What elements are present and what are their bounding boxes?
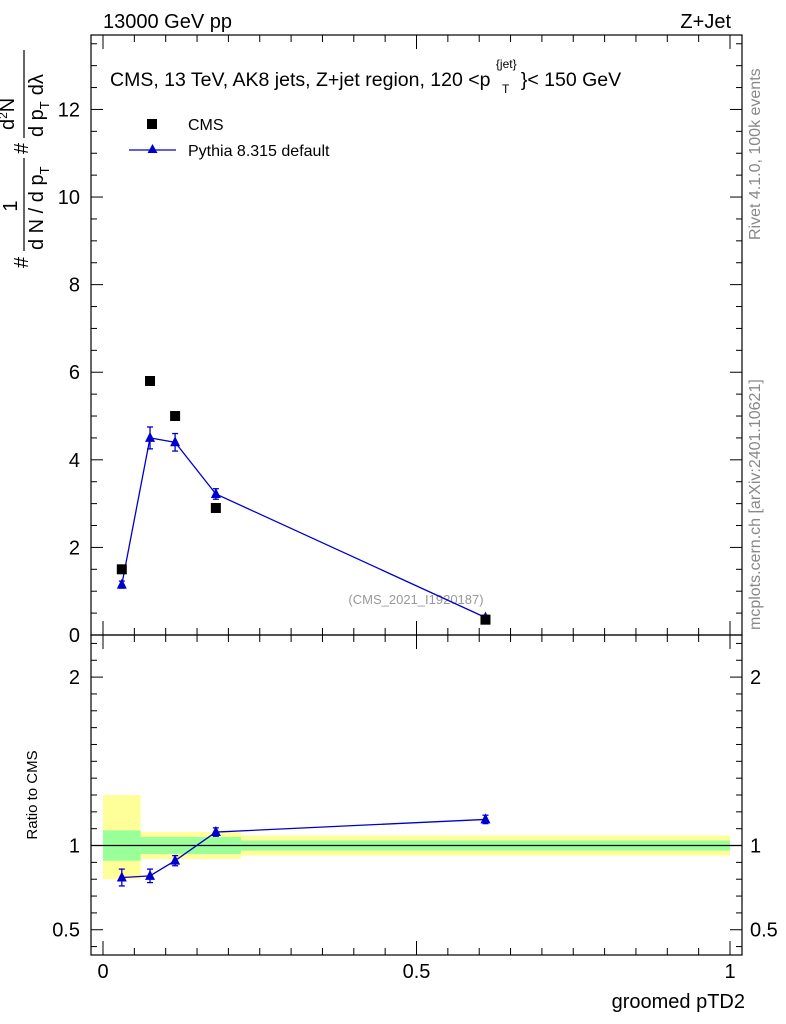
ratio-pythia-point <box>170 854 181 865</box>
main-title-sup: {jet} <box>496 57 517 71</box>
ylabel-d2n: d2N <box>0 98 19 130</box>
main-y-tick-label: 12 <box>58 99 80 121</box>
cms-point <box>116 564 127 575</box>
main-y-tick-label: 2 <box>69 537 80 559</box>
ylabel-dn-dpt: d N / d pT <box>26 166 52 250</box>
analysis-watermark: (CMS_2021_I1920187) <box>348 592 483 607</box>
pythia-point <box>170 436 181 447</box>
ratio-y-tick-label-right: 1 <box>750 836 761 858</box>
main-y-tick-label: 8 <box>69 275 80 297</box>
ratio-pythia-point <box>145 869 156 880</box>
main-y-tick-label: 6 <box>69 362 80 384</box>
main-data-layer <box>116 375 491 625</box>
main-title-tail: }< 150 GeV <box>521 69 621 91</box>
legend-cms-label: CMS <box>188 117 224 134</box>
x-tick-label: 0 <box>97 961 108 983</box>
ratio-axis-ticks <box>91 635 742 955</box>
cms-point <box>480 614 491 625</box>
main-axis-ticks <box>91 35 742 636</box>
legend-pythia-triangle-marker <box>147 144 158 153</box>
main-y-tick-label: 0 <box>69 625 80 647</box>
main-title-sub: T <box>502 82 510 96</box>
svg-text:CMS, 13 TeV, AK8 jets, Z+jet r: CMS, 13 TeV, AK8 jets, Z+jet region, 120… <box>110 51 621 98</box>
ratio-y-tick-labels: 0.5 1 2 <box>52 667 80 942</box>
ratio-pythia-point <box>210 826 221 837</box>
x-axis-label: groomed pTD2 <box>612 991 745 1013</box>
ratio-y-tick-label-right: 0.5 <box>750 920 778 942</box>
ylabel-dpt-dlambda: d pTdλ <box>26 74 52 137</box>
main-y-tick-labels: 0 2 4 6 8 10 12 <box>58 99 80 647</box>
ratio-uncertainty-bands <box>103 795 730 880</box>
ratio-y-tick-labels-right: 0.5 1 2 <box>750 667 778 942</box>
ratio-y-tick-label-right: 2 <box>750 667 761 689</box>
pythia-point <box>145 431 156 442</box>
legend-cms-square-marker <box>147 119 157 129</box>
header-energy-label: 13000 GeV pp <box>103 11 232 33</box>
legend: CMS Pythia 8.315 default <box>129 117 330 160</box>
ratio-y-tick-label-left: 1 <box>69 836 80 858</box>
ratio-pythia-point <box>116 871 127 882</box>
cms-point <box>170 411 181 422</box>
main-title: CMS, 13 TeV, AK8 jets, Z+jet region, 120… <box>110 51 621 98</box>
pythia-point <box>210 487 221 498</box>
main-y-axis-label: # 1 d N / d pT # d2N d pTdλ <box>0 50 52 268</box>
legend-pythia-label: Pythia 8.315 default <box>188 143 330 160</box>
ratio-pythia-point <box>480 813 491 824</box>
header-process-label: Z+Jet <box>680 11 731 33</box>
ratio-plot-frame <box>90 634 743 956</box>
ratio-x-tick-labels: 0 0.5 1 <box>97 961 735 983</box>
ratio-y-tick-label-left: 0.5 <box>52 920 80 942</box>
mcplots-url-label: mcplots.cern.ch [arXiv:2401.10621] <box>747 379 764 630</box>
legend-item-pythia: Pythia 8.315 default <box>129 143 330 160</box>
cms-point <box>210 502 221 513</box>
ylabel-one: 1 <box>0 200 22 211</box>
rivet-version-label: Rivet 4.1.0, 100k events <box>747 68 764 240</box>
pythia-line <box>121 437 486 619</box>
main-title-text: CMS, 13 TeV, AK8 jets, Z+jet region, 120… <box>110 69 491 91</box>
ratio-y-tick-label-left: 2 <box>69 667 80 689</box>
x-tick-label: 0.5 <box>403 961 431 983</box>
main-y-tick-label: 10 <box>58 187 80 209</box>
cms-point <box>145 375 156 386</box>
ratio-data-layer <box>116 813 491 887</box>
legend-item-cms: CMS <box>147 117 224 134</box>
x-tick-label: 1 <box>724 961 735 983</box>
main-y-tick-label: 4 <box>69 450 80 472</box>
pythia-point <box>116 578 127 589</box>
ylabel-hash-1: # <box>11 256 33 268</box>
ratio-y-axis-label: Ratio to CMS <box>24 750 41 839</box>
ylabel-hash-2: # <box>11 142 33 154</box>
